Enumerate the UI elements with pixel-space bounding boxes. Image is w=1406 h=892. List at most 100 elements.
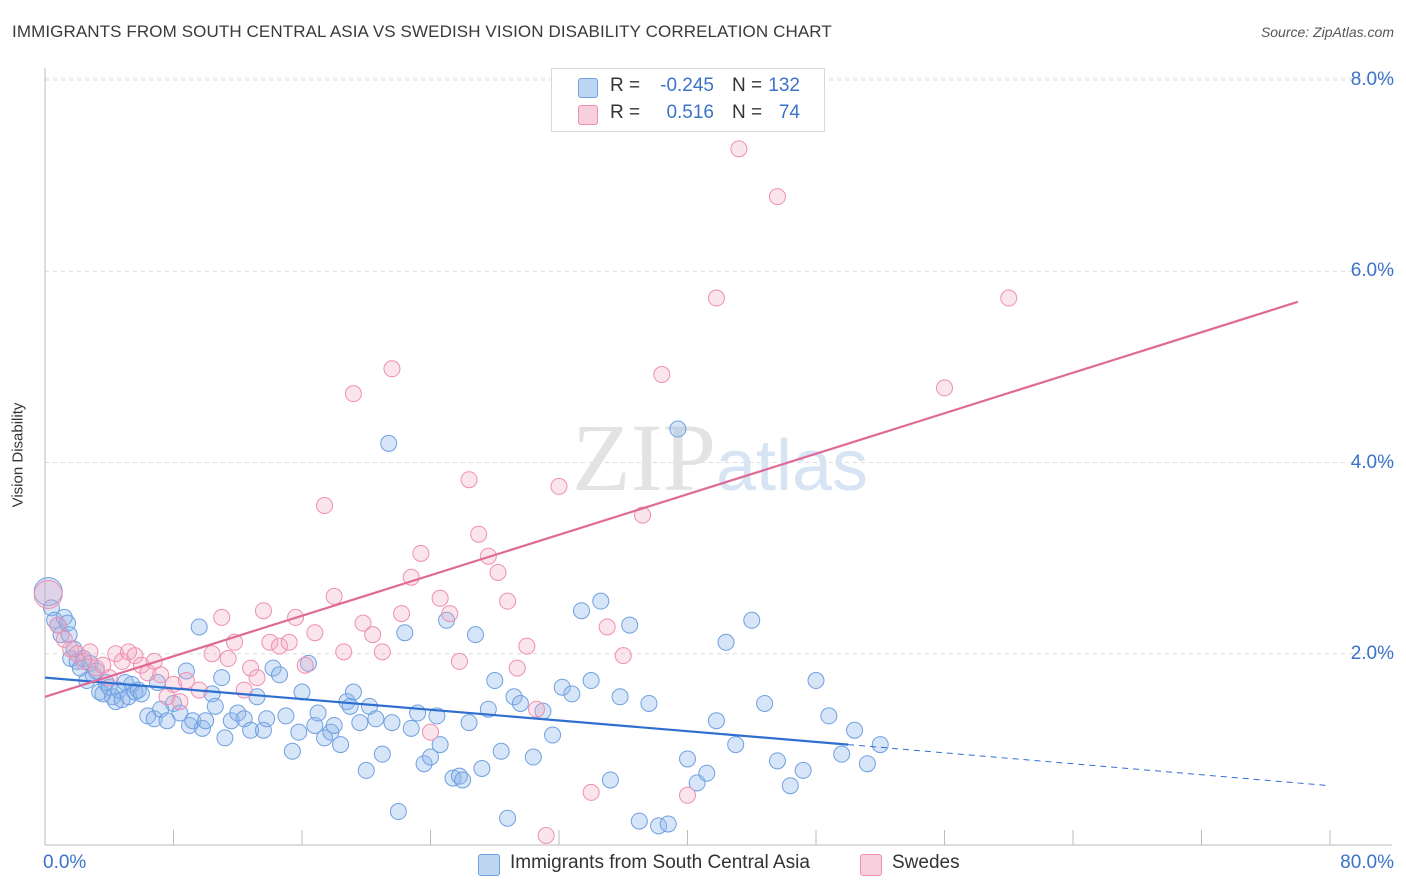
data-point [871, 736, 889, 754]
data-point [524, 748, 542, 766]
data-point [219, 650, 237, 668]
stats-legend: R = -0.245 N = 132 R = 0.516 N = 74 [551, 68, 825, 132]
data-point [441, 605, 459, 623]
data-point [611, 688, 629, 706]
data-point [698, 764, 716, 782]
legend-label: Swedes [892, 852, 960, 873]
n-label: N = [732, 102, 763, 123]
data-point [380, 434, 398, 452]
data-point [309, 704, 327, 722]
stats-row-blue: R = -0.245 N = 132 [552, 75, 824, 99]
data-point [450, 652, 468, 670]
data-point [126, 683, 144, 701]
data-point [572, 602, 590, 620]
data-point [582, 783, 600, 801]
data-point [248, 669, 266, 687]
legend-label: Immigrants from South Central Asia [510, 852, 810, 873]
data-point [213, 669, 231, 687]
stats-row-pink: R = 0.516 N = 74 [552, 102, 824, 126]
data-point [489, 563, 507, 581]
data-point [634, 506, 652, 524]
data-point [271, 666, 289, 684]
data-point [653, 366, 671, 384]
data-point [367, 710, 385, 728]
data-point [335, 643, 353, 661]
data-point [428, 707, 446, 725]
chart-title: IMMIGRANTS FROM SOUTH CENTRAL ASIA VS SW… [12, 22, 832, 41]
data-point [833, 745, 851, 763]
data-point [373, 745, 391, 763]
r-value: -0.245 [660, 75, 714, 96]
data-point [277, 707, 295, 725]
data-point [177, 662, 195, 680]
grid-lines [45, 77, 1392, 655]
data-point [181, 716, 199, 734]
data-point [492, 742, 510, 760]
data-point [254, 602, 272, 620]
data-point [412, 544, 430, 562]
data-point [152, 666, 170, 684]
data-point [203, 645, 221, 663]
data-point [499, 809, 517, 827]
data-point [707, 712, 725, 730]
data-point [55, 630, 73, 648]
data-point [344, 385, 362, 403]
data-point [325, 716, 343, 734]
data-point [592, 592, 610, 610]
data-point [460, 714, 478, 732]
data-point [1000, 289, 1018, 307]
data-point [354, 614, 372, 632]
data-point [630, 812, 648, 830]
watermark-zip: ZIP [572, 404, 716, 511]
data-point [344, 683, 362, 701]
data-point [511, 694, 529, 712]
data-point [206, 697, 224, 715]
data-point [393, 605, 411, 623]
data-point [730, 140, 748, 158]
data-point [499, 592, 517, 610]
data-point [473, 760, 491, 777]
data-point [858, 755, 876, 773]
data-point [781, 777, 799, 795]
data-point [283, 742, 301, 760]
data-point [290, 723, 308, 741]
data-point [171, 693, 189, 711]
axes [44, 68, 1392, 846]
data-point [601, 771, 619, 789]
data-point [145, 710, 163, 728]
data-point [242, 721, 260, 739]
data-point [582, 672, 600, 690]
data-point [364, 626, 382, 644]
n-value: 132 [768, 75, 800, 96]
data-point [518, 637, 536, 655]
data-point [299, 654, 317, 672]
data-point [553, 678, 571, 696]
trend-line-immigrants-extension [848, 744, 1331, 787]
data-point [544, 726, 562, 744]
data-point [563, 685, 581, 703]
data-point [466, 626, 484, 644]
data-point [707, 289, 725, 307]
data-point [659, 815, 677, 833]
data-point [315, 497, 333, 515]
data-point [332, 736, 350, 754]
data-point [743, 611, 761, 629]
data-point [81, 643, 99, 661]
data-point [315, 729, 333, 747]
data-point [550, 477, 568, 495]
data-point [508, 659, 526, 677]
data-point [768, 752, 786, 770]
data-point [158, 712, 176, 730]
data-point [402, 568, 420, 586]
x-tick-min: 0.0% [43, 852, 87, 873]
watermark: ZIPatlas [572, 404, 868, 511]
data-point [229, 704, 247, 722]
legend-swatch-blue [478, 854, 500, 876]
y-tick-label: 4.0% [1350, 451, 1394, 473]
data-point [383, 360, 401, 378]
trend-line-swedes [44, 300, 1299, 698]
n-value: 74 [778, 102, 800, 123]
data-point [341, 697, 359, 715]
data-point [357, 761, 375, 779]
data-point [261, 633, 279, 651]
